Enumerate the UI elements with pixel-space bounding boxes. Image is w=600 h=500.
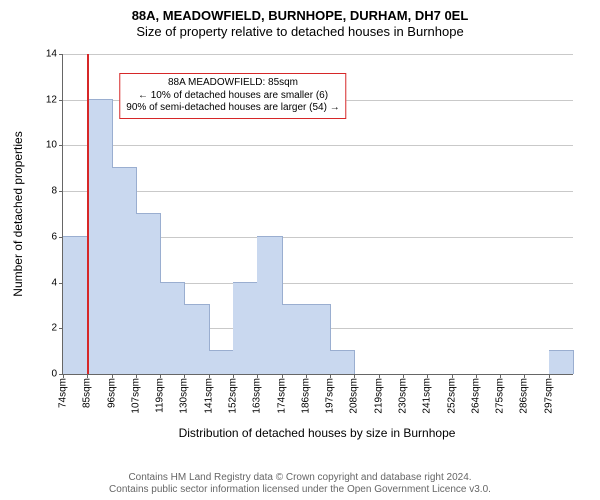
ytick-label: 0 (51, 369, 57, 380)
xtick-label: 264sqm (470, 378, 481, 414)
xtick-label: 107sqm (130, 378, 141, 414)
xtick-label: 152sqm (228, 378, 239, 414)
footer-line-2: Contains public sector information licen… (0, 484, 600, 496)
xtick-label: 96sqm (106, 378, 117, 408)
ytick-label: 2 (51, 323, 57, 334)
histogram-bar (160, 282, 185, 374)
y-axis-label: Number of detached properties (11, 131, 25, 296)
xtick-label: 219sqm (373, 378, 384, 414)
xtick-label: 163sqm (252, 378, 263, 414)
gridline (63, 54, 573, 55)
xtick-label: 230sqm (398, 378, 409, 414)
xtick-label: 208sqm (349, 378, 360, 414)
histogram-bar (63, 236, 88, 374)
marker-line (87, 54, 89, 374)
xtick-label: 119sqm (155, 378, 166, 413)
histogram-bar (87, 99, 112, 374)
callout-line: ← 10% of detached houses are smaller (6) (126, 90, 339, 103)
xtick-label: 197sqm (325, 378, 336, 414)
footer-line-1: Contains HM Land Registry data © Crown c… (0, 472, 600, 484)
histogram-bar (112, 167, 137, 374)
ytick-label: 14 (46, 49, 57, 60)
xtick-label: 174sqm (276, 378, 287, 414)
ytick-label: 4 (51, 277, 57, 288)
histogram-bar (282, 304, 307, 374)
chart-subtitle: Size of property relative to detached ho… (0, 24, 600, 39)
ytick-label: 12 (46, 94, 57, 105)
ytick-mark (59, 54, 63, 55)
gridline (63, 191, 573, 192)
ytick-label: 6 (51, 231, 57, 242)
xtick-label: 186sqm (300, 378, 311, 414)
footer-attribution: Contains HM Land Registry data © Crown c… (0, 472, 600, 496)
ytick-mark (59, 191, 63, 192)
xtick-label: 286sqm (519, 378, 530, 414)
callout-line: 90% of semi-detached houses are larger (… (126, 102, 339, 115)
histogram-bar (136, 213, 161, 374)
ytick-mark (59, 100, 63, 101)
xtick-label: 241sqm (422, 378, 433, 414)
x-axis-label: Distribution of detached houses by size … (179, 426, 456, 440)
xtick-label: 130sqm (179, 378, 190, 414)
histogram-bar (306, 304, 331, 374)
histogram-bar (233, 282, 258, 374)
ytick-mark (59, 145, 63, 146)
chart-container: 88A, MEADOWFIELD, BURNHOPE, DURHAM, DH7 … (0, 0, 600, 500)
histogram-bar (257, 236, 282, 374)
ytick-label: 8 (51, 186, 57, 197)
xtick-label: 297sqm (543, 378, 554, 414)
callout-box: 88A MEADOWFIELD: 85sqm← 10% of detached … (119, 73, 346, 119)
xtick-label: 74sqm (58, 378, 69, 408)
xtick-label: 141sqm (203, 378, 214, 414)
xtick-label: 252sqm (446, 378, 457, 414)
xtick-label: 275sqm (495, 378, 506, 414)
histogram-bar (549, 350, 574, 374)
histogram-bar (209, 350, 234, 374)
plot-area: 0246810121474sqm85sqm96sqm107sqm119sqm13… (62, 54, 573, 375)
ytick-label: 10 (46, 140, 57, 151)
histogram-bar (330, 350, 355, 374)
callout-line: 88A MEADOWFIELD: 85sqm (126, 77, 339, 90)
gridline (63, 145, 573, 146)
xtick-label: 85sqm (82, 378, 93, 408)
chart-title: 88A, MEADOWFIELD, BURNHOPE, DURHAM, DH7 … (0, 8, 600, 24)
histogram-bar (184, 304, 209, 374)
